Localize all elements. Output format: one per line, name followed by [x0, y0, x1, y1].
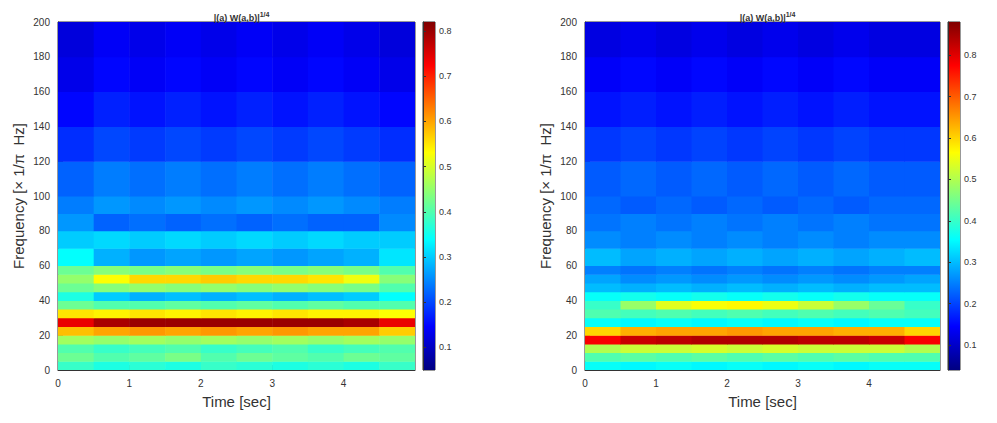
svg-text:4: 4 [866, 378, 872, 389]
svg-text:100: 100 [33, 191, 50, 202]
svg-text:|(a) W(a,b)|: |(a) W(a,b)| [214, 13, 260, 23]
svg-text:100: 100 [560, 191, 577, 202]
svg-text:|(a) W(a,b)|: |(a) W(a,b)| [740, 13, 786, 23]
svg-text:1/4: 1/4 [260, 11, 270, 18]
svg-text:0.1: 0.1 [439, 342, 452, 352]
svg-text:40: 40 [39, 295, 51, 306]
svg-text:60: 60 [566, 260, 578, 271]
svg-text:40: 40 [566, 295, 578, 306]
svg-text:2: 2 [198, 378, 204, 389]
svg-text:Frequency [× 1/π Hz]: Frequency [× 1/π Hz] [537, 123, 554, 269]
svg-text:2: 2 [724, 378, 730, 389]
svg-text:140: 140 [33, 121, 50, 132]
svg-text:1/4: 1/4 [786, 11, 796, 18]
svg-text:0.4: 0.4 [964, 216, 977, 226]
svg-text:200: 200 [33, 17, 50, 28]
svg-text:0.4: 0.4 [439, 207, 452, 217]
svg-text:160: 160 [560, 86, 577, 97]
svg-text:0.7: 0.7 [964, 92, 977, 102]
svg-text:0: 0 [44, 365, 50, 376]
svg-text:0.8: 0.8 [439, 26, 452, 36]
svg-text:3: 3 [269, 378, 275, 389]
svg-text:20: 20 [566, 330, 578, 341]
svg-text:0.5: 0.5 [964, 174, 977, 184]
svg-text:20: 20 [39, 330, 51, 341]
svg-text:80: 80 [566, 225, 578, 236]
svg-text:160: 160 [33, 86, 50, 97]
svg-text:180: 180 [33, 51, 50, 62]
svg-text:180: 180 [560, 51, 577, 62]
svg-text:0.6: 0.6 [964, 133, 977, 143]
svg-text:0: 0 [55, 378, 61, 389]
svg-text:120: 120 [33, 156, 50, 167]
svg-text:0: 0 [571, 365, 577, 376]
svg-text:Time [sec]: Time [sec] [728, 393, 797, 410]
svg-text:200: 200 [560, 17, 577, 28]
svg-text:0.5: 0.5 [439, 162, 452, 172]
svg-text:0.7: 0.7 [439, 71, 452, 81]
svg-text:Frequency [× 1/π Hz]: Frequency [× 1/π Hz] [10, 123, 27, 269]
svg-text:3: 3 [795, 378, 801, 389]
svg-text:0.8: 0.8 [964, 50, 977, 60]
svg-text:140: 140 [560, 121, 577, 132]
svg-text:0: 0 [582, 378, 588, 389]
svg-text:0.3: 0.3 [439, 252, 452, 262]
svg-text:0.6: 0.6 [439, 116, 452, 126]
svg-text:80: 80 [39, 225, 51, 236]
svg-text:0.1: 0.1 [964, 340, 977, 350]
svg-text:0.3: 0.3 [964, 257, 977, 267]
svg-text:60: 60 [39, 260, 51, 271]
svg-text:Time [sec]: Time [sec] [202, 393, 271, 410]
svg-text:1: 1 [127, 378, 133, 389]
svg-text:120: 120 [560, 156, 577, 167]
svg-text:0.2: 0.2 [439, 297, 452, 307]
svg-text:1: 1 [653, 378, 659, 389]
svg-text:4: 4 [341, 378, 347, 389]
svg-text:0.2: 0.2 [964, 299, 977, 309]
